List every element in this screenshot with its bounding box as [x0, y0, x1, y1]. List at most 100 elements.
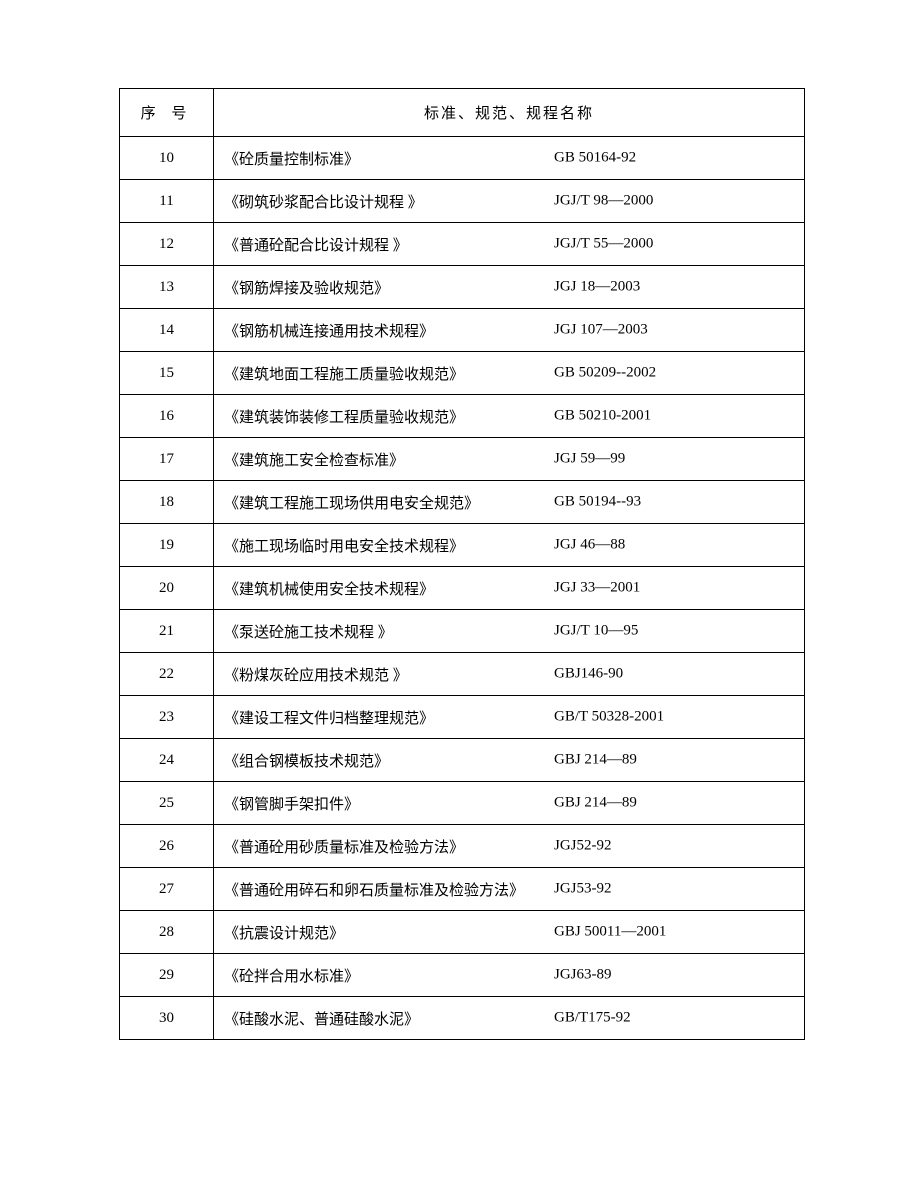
- standard-code: JGJ 59—99: [554, 451, 625, 468]
- standard-code: JGJ63-89: [554, 967, 612, 984]
- standard-code: JGJ 18—2003: [554, 279, 640, 296]
- standard-name: 《组合钢模板技术规范》: [224, 750, 389, 771]
- standard-code: JGJ 46—88: [554, 537, 625, 554]
- row-num-cell: 19: [120, 524, 214, 567]
- standard-name: 《粉煤灰砼应用技术规范 》: [224, 664, 408, 685]
- standard-name: 《普通砼配合比设计规程 》: [224, 234, 408, 255]
- table-row: 11 《砌筑砂浆配合比设计规程 》 JGJ/T 98—2000: [120, 180, 805, 223]
- row-name-cell: 《抗震设计规范》 GBJ 50011—2001: [214, 911, 805, 954]
- standard-code: GB 50209--2002: [554, 365, 656, 382]
- row-num-cell: 11: [120, 180, 214, 223]
- standard-name: 《建筑施工安全检查标准》: [224, 449, 404, 470]
- table-row: 18 《建筑工程施工现场供用电安全规范》 GB 50194--93: [120, 481, 805, 524]
- standard-name: 《建筑工程施工现场供用电安全规范》: [224, 492, 479, 513]
- row-num-cell: 28: [120, 911, 214, 954]
- row-num-cell: 14: [120, 309, 214, 352]
- table-row: 23 《建设工程文件归档整理规范》 GB/T 50328-2001: [120, 696, 805, 739]
- standard-name: 《建筑装饰装修工程质量验收规范》: [224, 406, 464, 427]
- table-row: 30 《硅酸水泥、普通硅酸水泥》 GB/T175-92: [120, 997, 805, 1040]
- row-num-cell: 26: [120, 825, 214, 868]
- standard-name: 《砌筑砂浆配合比设计规程 》: [224, 191, 423, 212]
- row-num-cell: 16: [120, 395, 214, 438]
- standard-name: 《钢管脚手架扣件》: [224, 793, 359, 814]
- row-name-cell: 《砼拌合用水标准》 JGJ63-89: [214, 954, 805, 997]
- standard-name: 《抗震设计规范》: [224, 922, 344, 943]
- row-num-cell: 29: [120, 954, 214, 997]
- row-name-cell: 《普通砼用砂质量标准及检验方法》 JGJ52-92: [214, 825, 805, 868]
- header-name: 标准、规范、规程名称: [214, 89, 805, 137]
- row-num-cell: 15: [120, 352, 214, 395]
- standard-code: JGJ53-92: [554, 881, 612, 898]
- row-name-cell: 《钢管脚手架扣件》 GBJ 214—89: [214, 782, 805, 825]
- row-num-cell: 18: [120, 481, 214, 524]
- row-name-cell: 《钢筋机械连接通用技术规程》JGJ 107—2003: [214, 309, 805, 352]
- standard-code: GB/T 50328-2001: [554, 709, 664, 726]
- standard-code: GBJ 214—89: [554, 795, 637, 812]
- row-name-cell: 《建筑施工安全检查标准》 JGJ 59—99: [214, 438, 805, 481]
- standard-code: JGJ 33—2001: [554, 580, 640, 597]
- row-num-cell: 21: [120, 610, 214, 653]
- row-num-cell: 24: [120, 739, 214, 782]
- standard-code: GB/T175-92: [554, 1010, 631, 1027]
- row-name-cell: 《硅酸水泥、普通硅酸水泥》 GB/T175-92: [214, 997, 805, 1040]
- table-row: 29 《砼拌合用水标准》 JGJ63-89: [120, 954, 805, 997]
- table-row: 19 《施工现场临时用电安全技术规程》 JGJ 46—88: [120, 524, 805, 567]
- row-num-cell: 20: [120, 567, 214, 610]
- standard-code: JGJ/T 10—95: [554, 623, 638, 640]
- standard-code: GBJ 50011—2001: [554, 924, 666, 941]
- standard-name: 《建筑机械使用安全技术规程》: [224, 578, 434, 599]
- table-row: 21 《泵送砼施工技术规程 》 JGJ/T 10—95: [120, 610, 805, 653]
- standard-code: GB 50210-2001: [554, 408, 651, 425]
- standard-name: 《泵送砼施工技术规程 》: [224, 621, 393, 642]
- table-row: 25 《钢管脚手架扣件》 GBJ 214—89: [120, 782, 805, 825]
- row-name-cell: 《建筑工程施工现场供用电安全规范》 GB 50194--93: [214, 481, 805, 524]
- table-row: 15《建筑地面工程施工质量验收规范》GB 50209--2002: [120, 352, 805, 395]
- standard-code: JGJ/T 55—2000: [554, 236, 653, 253]
- row-num-cell: 27: [120, 868, 214, 911]
- row-num-cell: 23: [120, 696, 214, 739]
- standard-name: 《建设工程文件归档整理规范》: [224, 707, 434, 728]
- table-row: 27《普通砼用碎石和卵石质量标准及检验方法》JGJ53-92: [120, 868, 805, 911]
- table-row: 24《组合钢模板技术规范》GBJ 214—89: [120, 739, 805, 782]
- row-name-cell: 《粉煤灰砼应用技术规范 》 GBJ146-90: [214, 653, 805, 696]
- standard-name: 《普通砼用砂质量标准及检验方法》: [224, 836, 464, 857]
- table-row: 28 《抗震设计规范》 GBJ 50011—2001: [120, 911, 805, 954]
- standard-name: 《硅酸水泥、普通硅酸水泥》: [224, 1008, 419, 1029]
- standards-table: 序 号 标准、规范、规程名称 10《砼质量控制标准》GB 50164-9211《…: [119, 88, 805, 1040]
- standard-name: 《施工现场临时用电安全技术规程》: [224, 535, 464, 556]
- row-num-cell: 30: [120, 997, 214, 1040]
- row-name-cell: 《建筑地面工程施工质量验收规范》GB 50209--2002: [214, 352, 805, 395]
- row-name-cell: 《普通砼配合比设计规程 》 JGJ/T 55—2000: [214, 223, 805, 266]
- table-row: 12 《普通砼配合比设计规程 》 JGJ/T 55—2000: [120, 223, 805, 266]
- row-num-cell: 12: [120, 223, 214, 266]
- header-row: 序 号 标准、规范、规程名称: [120, 89, 805, 137]
- standard-code: JGJ/T 98—2000: [554, 193, 653, 210]
- table-row: 20 《建筑机械使用安全技术规程》 JGJ 33—2001: [120, 567, 805, 610]
- table-row: 17《建筑施工安全检查标准》JGJ 59—99: [120, 438, 805, 481]
- standard-code: JGJ52-92: [554, 838, 612, 855]
- standard-code: JGJ 107—2003: [554, 322, 648, 339]
- standard-code: GB 50194--93: [554, 494, 641, 511]
- header-num: 序 号: [120, 89, 214, 137]
- standard-code: GB 50164-92: [554, 150, 636, 167]
- row-name-cell: 《组合钢模板技术规范》GBJ 214—89: [214, 739, 805, 782]
- standard-name: 《钢筋焊接及验收规范》: [224, 277, 389, 298]
- standard-name: 《砼拌合用水标准》: [224, 965, 359, 986]
- row-num-cell: 10: [120, 137, 214, 180]
- row-name-cell: 《普通砼用碎石和卵石质量标准及检验方法》JGJ53-92: [214, 868, 805, 911]
- row-name-cell: 《钢筋焊接及验收规范》 JGJ 18—2003: [214, 266, 805, 309]
- table-row: 22《粉煤灰砼应用技术规范 》GBJ146-90: [120, 653, 805, 696]
- table-row: 14《钢筋机械连接通用技术规程》JGJ 107—2003: [120, 309, 805, 352]
- row-name-cell: 《建筑机械使用安全技术规程》 JGJ 33—2001: [214, 567, 805, 610]
- standard-code: GBJ146-90: [554, 666, 623, 683]
- table-row: 16 《建筑装饰装修工程质量验收规范》 GB 50210-2001: [120, 395, 805, 438]
- row-name-cell: 《砼质量控制标准》 GB 50164-92: [214, 137, 805, 180]
- row-num-cell: 25: [120, 782, 214, 825]
- row-name-cell: 《施工现场临时用电安全技术规程》 JGJ 46—88: [214, 524, 805, 567]
- row-name-cell: 《建筑装饰装修工程质量验收规范》 GB 50210-2001: [214, 395, 805, 438]
- table-header: 序 号 标准、规范、规程名称: [120, 89, 805, 137]
- row-name-cell: 《砌筑砂浆配合比设计规程 》 JGJ/T 98—2000: [214, 180, 805, 223]
- row-name-cell: 《建设工程文件归档整理规范》 GB/T 50328-2001: [214, 696, 805, 739]
- table-row: 26 《普通砼用砂质量标准及检验方法》 JGJ52-92: [120, 825, 805, 868]
- standard-name: 《砼质量控制标准》: [224, 148, 359, 169]
